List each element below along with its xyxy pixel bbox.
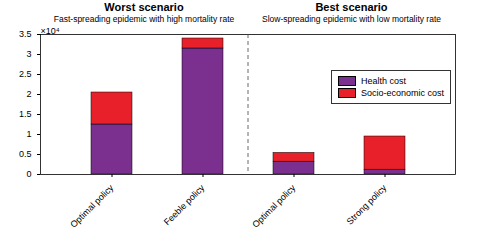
svg-text:0.5: 0.5 xyxy=(19,149,32,159)
html-text:Socio-economic cost: Socio-economic cost xyxy=(361,88,444,98)
svg-text:Optimal policy: Optimal policy xyxy=(250,182,297,228)
html-text:Health cost: Health cost xyxy=(361,76,406,86)
svg-text:Fast-spreading epidemic with h: Fast-spreading epidemic with high mortal… xyxy=(54,14,235,24)
svg-text:×10⁴: ×10⁴ xyxy=(41,26,60,36)
svg-text:0: 0 xyxy=(26,169,31,179)
svg-text:Best scenario: Best scenario xyxy=(315,1,387,13)
svg-text:1.5: 1.5 xyxy=(19,109,32,119)
svg-text:3.5: 3.5 xyxy=(19,29,32,39)
svg-text:Feeble policy: Feeble policy xyxy=(162,182,207,227)
svg-text:2: 2 xyxy=(26,89,31,99)
svg-text:2.5: 2.5 xyxy=(19,69,32,79)
svg-text:Worst scenario: Worst scenario xyxy=(104,1,184,13)
svg-text:1: 1 xyxy=(26,129,31,139)
svg-text:Slow-spreading epidemic with l: Slow-spreading epidemic with low mortali… xyxy=(262,14,441,24)
svg-text:Optimal policy: Optimal policy xyxy=(68,182,115,228)
svg-text:3: 3 xyxy=(26,49,31,59)
svg-text:Strong policy: Strong policy xyxy=(345,182,389,226)
